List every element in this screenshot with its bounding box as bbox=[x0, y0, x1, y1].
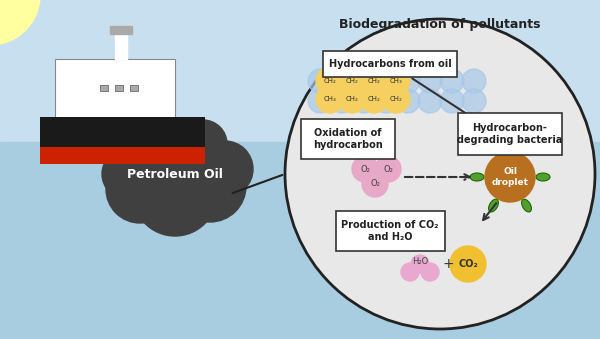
Text: Petroleum Oil: Petroleum Oil bbox=[127, 167, 223, 180]
Ellipse shape bbox=[470, 173, 484, 181]
Circle shape bbox=[440, 69, 464, 93]
Circle shape bbox=[352, 156, 378, 182]
Circle shape bbox=[411, 255, 429, 273]
Circle shape bbox=[338, 67, 366, 95]
Ellipse shape bbox=[488, 199, 499, 212]
Text: CH₂: CH₂ bbox=[346, 96, 358, 102]
Text: Oxidation of
hydrocarbon: Oxidation of hydrocarbon bbox=[313, 128, 383, 150]
Circle shape bbox=[144, 118, 196, 170]
FancyBboxPatch shape bbox=[335, 211, 445, 251]
Text: O₂: O₂ bbox=[383, 164, 393, 174]
Circle shape bbox=[316, 67, 344, 95]
Ellipse shape bbox=[521, 142, 532, 155]
Circle shape bbox=[352, 69, 376, 93]
Text: CH₂: CH₂ bbox=[368, 96, 380, 102]
Circle shape bbox=[450, 246, 486, 282]
Circle shape bbox=[396, 69, 420, 93]
Text: CH₂: CH₂ bbox=[368, 78, 380, 84]
Circle shape bbox=[179, 120, 227, 168]
Text: Hydrocarbons from oil: Hydrocarbons from oil bbox=[329, 59, 451, 69]
Circle shape bbox=[285, 19, 595, 329]
Text: +: + bbox=[442, 257, 454, 271]
Bar bbox=[115, 85, 123, 91]
Text: O₂: O₂ bbox=[370, 179, 380, 188]
Text: CO₂: CO₂ bbox=[458, 259, 478, 269]
Circle shape bbox=[374, 89, 398, 113]
Circle shape bbox=[316, 85, 344, 113]
Text: O₂: O₂ bbox=[360, 164, 370, 174]
Circle shape bbox=[360, 67, 388, 95]
Circle shape bbox=[129, 141, 185, 197]
Circle shape bbox=[418, 89, 442, 113]
Circle shape bbox=[308, 89, 332, 113]
Text: CH₂: CH₂ bbox=[323, 78, 337, 84]
Bar bbox=[0, 142, 600, 339]
Text: H₂O: H₂O bbox=[412, 258, 428, 266]
Bar bbox=[40, 117, 205, 149]
Text: Production of CO₂
and H₂O: Production of CO₂ and H₂O bbox=[341, 220, 439, 242]
FancyBboxPatch shape bbox=[55, 59, 175, 119]
Circle shape bbox=[338, 85, 366, 113]
Circle shape bbox=[418, 69, 442, 93]
Ellipse shape bbox=[521, 199, 532, 212]
Circle shape bbox=[360, 85, 388, 113]
Text: CH₂: CH₂ bbox=[346, 78, 358, 84]
Circle shape bbox=[462, 69, 486, 93]
Text: Hydrocarbon-
degrading bacteria: Hydrocarbon- degrading bacteria bbox=[457, 123, 563, 145]
Text: Oil
droplet: Oil droplet bbox=[491, 167, 529, 187]
FancyBboxPatch shape bbox=[323, 51, 457, 77]
Circle shape bbox=[102, 149, 152, 199]
Ellipse shape bbox=[488, 142, 499, 155]
Bar bbox=[100, 85, 108, 91]
Circle shape bbox=[396, 89, 420, 113]
Circle shape bbox=[106, 155, 174, 223]
Circle shape bbox=[485, 152, 535, 202]
FancyBboxPatch shape bbox=[301, 119, 395, 159]
Text: CH₃: CH₃ bbox=[389, 78, 403, 84]
Circle shape bbox=[382, 67, 410, 95]
Circle shape bbox=[330, 89, 354, 113]
Text: Biodegradation of pollutants: Biodegradation of pollutants bbox=[339, 18, 541, 31]
Circle shape bbox=[382, 85, 410, 113]
Circle shape bbox=[308, 69, 332, 93]
Circle shape bbox=[401, 263, 419, 281]
Circle shape bbox=[462, 89, 486, 113]
Circle shape bbox=[0, 0, 40, 45]
Circle shape bbox=[375, 156, 401, 182]
Ellipse shape bbox=[536, 173, 550, 181]
Bar bbox=[110, 26, 132, 34]
Text: CH₂: CH₂ bbox=[389, 96, 403, 102]
Circle shape bbox=[421, 263, 439, 281]
Circle shape bbox=[362, 171, 388, 197]
Circle shape bbox=[133, 152, 217, 236]
Circle shape bbox=[352, 89, 376, 113]
Circle shape bbox=[174, 150, 246, 222]
Circle shape bbox=[160, 136, 220, 196]
Bar bbox=[115, 29, 127, 59]
Circle shape bbox=[330, 69, 354, 93]
Circle shape bbox=[374, 69, 398, 93]
Bar bbox=[40, 147, 205, 164]
Circle shape bbox=[197, 141, 253, 197]
Text: CH₃: CH₃ bbox=[323, 96, 337, 102]
FancyBboxPatch shape bbox=[458, 113, 562, 155]
Bar bbox=[130, 85, 138, 91]
Circle shape bbox=[440, 89, 464, 113]
